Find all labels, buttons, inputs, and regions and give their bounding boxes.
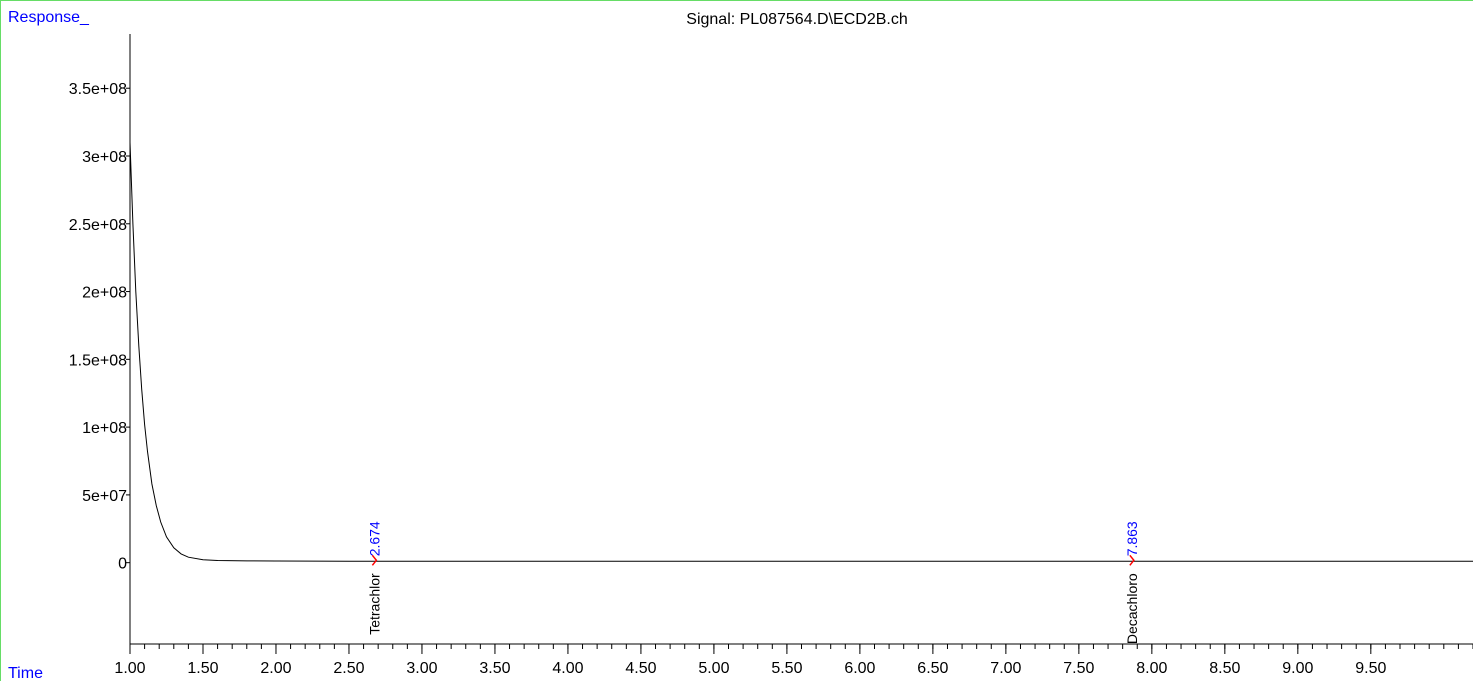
peak-retention-time: 7.863 (1124, 521, 1140, 556)
y-tick-label: 1.5e+08 (69, 352, 127, 369)
x-tick-label: 7.00 (990, 660, 1021, 677)
x-tick-label: 8.50 (1209, 660, 1240, 677)
y-tick-label: 3.5e+08 (69, 81, 127, 98)
x-tick-label: 6.00 (844, 660, 875, 677)
peak-compound-label: Decachloro (1124, 573, 1140, 644)
x-tick-label: 6.50 (917, 660, 948, 677)
x-tick-label: 5.00 (698, 660, 729, 677)
x-tick-label: 1.00 (114, 660, 145, 677)
x-tick-label: 9.50 (1355, 660, 1386, 677)
peak-marker (1129, 554, 1135, 566)
x-axis-label: Time (8, 665, 43, 681)
x-tick-label: 7.50 (1063, 660, 1094, 677)
x-tick-label: 8.00 (1136, 660, 1167, 677)
peak-compound-label: Tetrachlor (366, 573, 382, 635)
x-tick-label: 2.00 (260, 660, 291, 677)
x-tick-label: 3.00 (406, 660, 437, 677)
x-tick-label: 5.50 (771, 660, 802, 677)
x-tick-label: 4.50 (625, 660, 656, 677)
peak-annotations: 2.674 Tetrachlor 7.863 Decachloro (366, 521, 1139, 644)
series-group (129, 142, 1473, 562)
x-tick-label: 4.00 (552, 660, 583, 677)
x-tick-label: 9.00 (1282, 660, 1313, 677)
peak-marker (371, 554, 378, 566)
y-tick-label: 0 (118, 556, 127, 573)
x-tick-label: 3.50 (479, 660, 510, 677)
chart-title: Signal: PL087564.D\ECD2B.ch (686, 11, 907, 28)
y-tick-label: 2e+08 (82, 285, 127, 302)
x-tick-label: 2.50 (333, 660, 364, 677)
y-tick-label: 1e+08 (82, 420, 127, 437)
y-axis-label: Response_ (8, 9, 90, 26)
x-tick-label: 1.50 (187, 660, 218, 677)
peak-retention-time: 2.674 (366, 521, 382, 556)
signal-trace (129, 142, 1473, 562)
y-tick-label: 2.5e+08 (69, 217, 127, 234)
axes: 1.00 1.50 2.00 2.50 3.00 3.50 4.00 4.50 5.00 5.50… (69, 34, 1473, 677)
y-tick-label: 3e+08 (82, 149, 127, 166)
y-tick-label: 5e+07 (82, 488, 127, 505)
